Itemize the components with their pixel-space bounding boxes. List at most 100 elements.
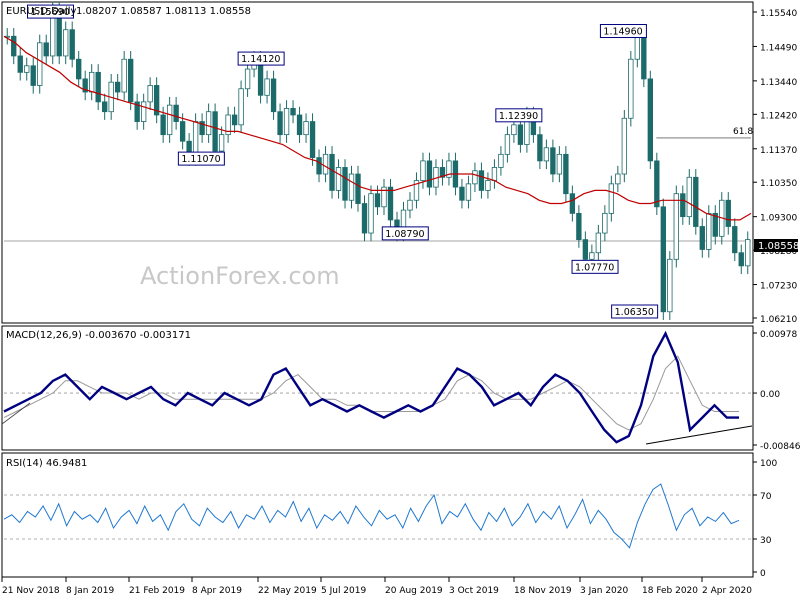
x-tick-label: 5 Jul 2019 [321, 586, 366, 596]
candle-body [439, 167, 446, 178]
price-tick-label: 1.15540 [760, 9, 797, 19]
candle-body [127, 58, 134, 103]
candle-body [732, 226, 738, 254]
candle-body [446, 160, 452, 178]
candle-body [413, 180, 420, 201]
candle-body [238, 88, 244, 126]
candle-body [517, 124, 524, 145]
candle-body [173, 104, 179, 122]
candle-body [563, 153, 569, 195]
x-tick-label: 21 Nov 2018 [2, 586, 60, 596]
candle-body [205, 111, 212, 136]
candle-body [290, 108, 296, 116]
candle-body [498, 153, 504, 168]
candle-body [543, 147, 550, 162]
rsi-tick-label: 0 [760, 569, 766, 579]
annotation-label: 1.14120 [241, 54, 280, 65]
candle-body [30, 65, 36, 86]
candle-body [264, 78, 270, 96]
candle-body [693, 176, 699, 227]
annotation-label: 1.12390 [499, 111, 538, 122]
rsi-tick-label: 30 [760, 536, 772, 546]
candle-body [199, 121, 205, 136]
candle-body [615, 173, 621, 185]
candle-body [699, 226, 705, 250]
macd-divergence-line [1, 402, 31, 425]
candle-body [160, 114, 166, 136]
candle-body [582, 239, 589, 260]
candle-body [11, 35, 17, 57]
price-tick-label: 1.11370 [760, 146, 797, 156]
candle-body [95, 71, 101, 103]
candle-body [303, 121, 309, 136]
annotation-box [237, 51, 285, 66]
candle-body [17, 55, 23, 73]
annotation-label: 1.06350 [615, 307, 654, 318]
candle-body [231, 114, 238, 126]
candle-body [342, 167, 348, 201]
candle-body [647, 78, 653, 162]
candle-body [296, 114, 303, 136]
candle-body [244, 68, 251, 90]
candle-body [24, 65, 30, 73]
candle-body [322, 153, 329, 175]
candle-body [69, 29, 75, 60]
candle-body [270, 78, 277, 113]
x-tick-label: 3 Oct 2019 [449, 586, 499, 596]
candle-body [212, 111, 218, 152]
rsi-tick-label: 70 [760, 492, 772, 502]
candle-body [134, 101, 140, 122]
candle-body [387, 186, 394, 221]
candle-body [673, 193, 679, 260]
macd-tick-label: 0.00978 [760, 330, 797, 340]
candle-body [37, 42, 43, 86]
candle-body [569, 193, 576, 214]
candle-body [76, 58, 82, 80]
x-tick-label: 3 Jan 2020 [580, 586, 628, 596]
candle-body [667, 258, 673, 313]
candle-body [218, 134, 225, 152]
candle-body [680, 193, 686, 218]
candle-body [465, 183, 472, 201]
x-tick-label: 22 May 2019 [258, 586, 317, 596]
candle-body [628, 58, 634, 119]
candle-body [316, 157, 322, 175]
candle-body [426, 160, 433, 188]
candle-body [641, 32, 647, 80]
candle-body [472, 170, 478, 185]
candle-body [576, 212, 582, 241]
candle-body [102, 101, 108, 113]
price-tick-label: 1.10350 [760, 179, 797, 189]
candle-body [621, 117, 628, 175]
candle-body [654, 160, 660, 208]
ohlc-label: 1.08207 1.08587 1.08113 1.08558 [76, 6, 251, 17]
price-tick-label: 1.14490 [760, 43, 797, 53]
annotation-label: 1.14960 [603, 27, 642, 38]
candle-body [725, 199, 731, 227]
candle-body [329, 153, 335, 191]
candle-body [550, 147, 556, 175]
candle-body [89, 71, 95, 93]
macd-tick-label: 0.00 [760, 390, 780, 400]
price-tick-label: 1.08280 [760, 247, 797, 257]
candle-body [491, 167, 498, 181]
price-panel [1, 1, 754, 324]
candle-body [335, 167, 342, 191]
rsi-line [3, 483, 740, 549]
candle-body [712, 212, 718, 237]
macd-tick-label: -0.008464 [760, 442, 800, 452]
candle-body [537, 134, 543, 162]
candle-body [608, 183, 615, 214]
candle-body [82, 78, 88, 93]
candle-body [179, 121, 186, 142]
x-tick-label: 18 Nov 2019 [514, 586, 572, 596]
annotation-box [599, 24, 647, 39]
candle-body [589, 252, 595, 260]
symbol-label: EURUSD,Daily [6, 6, 77, 17]
fib-level-label: 61.8 [733, 127, 753, 137]
candle-body [420, 160, 426, 181]
rsi-tick-label: 100 [760, 459, 777, 469]
macd-label: MACD(12,26,9) -0.003670 -0.003171 [6, 330, 191, 341]
candle-body [738, 252, 744, 267]
